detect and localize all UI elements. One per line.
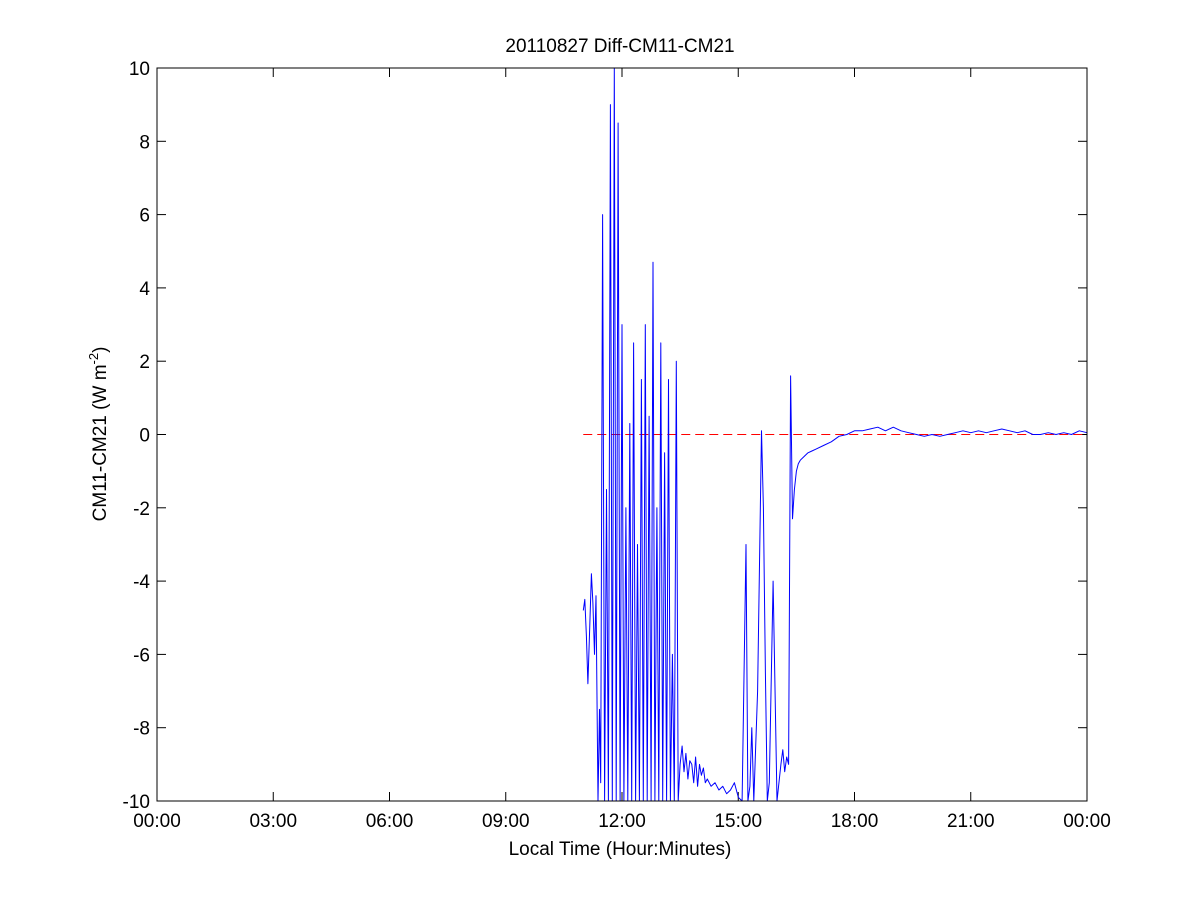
plot-frame: [156, 67, 1088, 802]
y-tick-label: 2: [139, 352, 150, 373]
x-tick-label: 03:00: [249, 811, 297, 832]
y-tick-label: 6: [139, 206, 150, 227]
x-tick-label: 18:00: [831, 811, 879, 832]
x-tick-label: 21:00: [947, 811, 995, 832]
y-axis-label-close: ): [90, 347, 111, 353]
x-tick-label: 00:00: [1063, 811, 1111, 832]
y-axis-ticks: 10 8 6 4 2 0 -2 -4 -6 -8 -10: [123, 59, 1087, 813]
y-tick-label: 10: [129, 59, 150, 80]
chart-title: 20110827 Diff-CM11-CM21: [505, 36, 734, 57]
y-tick-label: -6: [133, 645, 150, 666]
x-tick-label: 00:00: [133, 811, 181, 832]
x-axis-label: Local Time (Hour:Minutes): [509, 839, 732, 860]
y-axis-label-superscript: -2: [86, 353, 101, 365]
y-axis-label-main: CM11-CM21 (W m: [90, 364, 111, 521]
x-tick-label: 06:00: [366, 811, 414, 832]
y-tick-label: 8: [139, 132, 150, 153]
x-tick-label: 15:00: [714, 811, 762, 832]
x-tick-label: 12:00: [598, 811, 646, 832]
y-tick-label: 4: [139, 279, 150, 300]
y-tick-label: -10: [123, 792, 150, 813]
x-tick-label: 09:00: [482, 811, 530, 832]
y-tick-label: 0: [139, 426, 150, 447]
y-tick-label: -4: [133, 572, 150, 593]
y-axis-label: CM11-CM21 (W m-2): [86, 347, 111, 522]
y-tick-label: -8: [133, 719, 150, 740]
y-tick-label: -2: [133, 499, 150, 520]
x-axis-ticks: 00:00 03:00 06:00 09:00 12:00 15:00 18:00 21:00…: [133, 68, 1111, 832]
